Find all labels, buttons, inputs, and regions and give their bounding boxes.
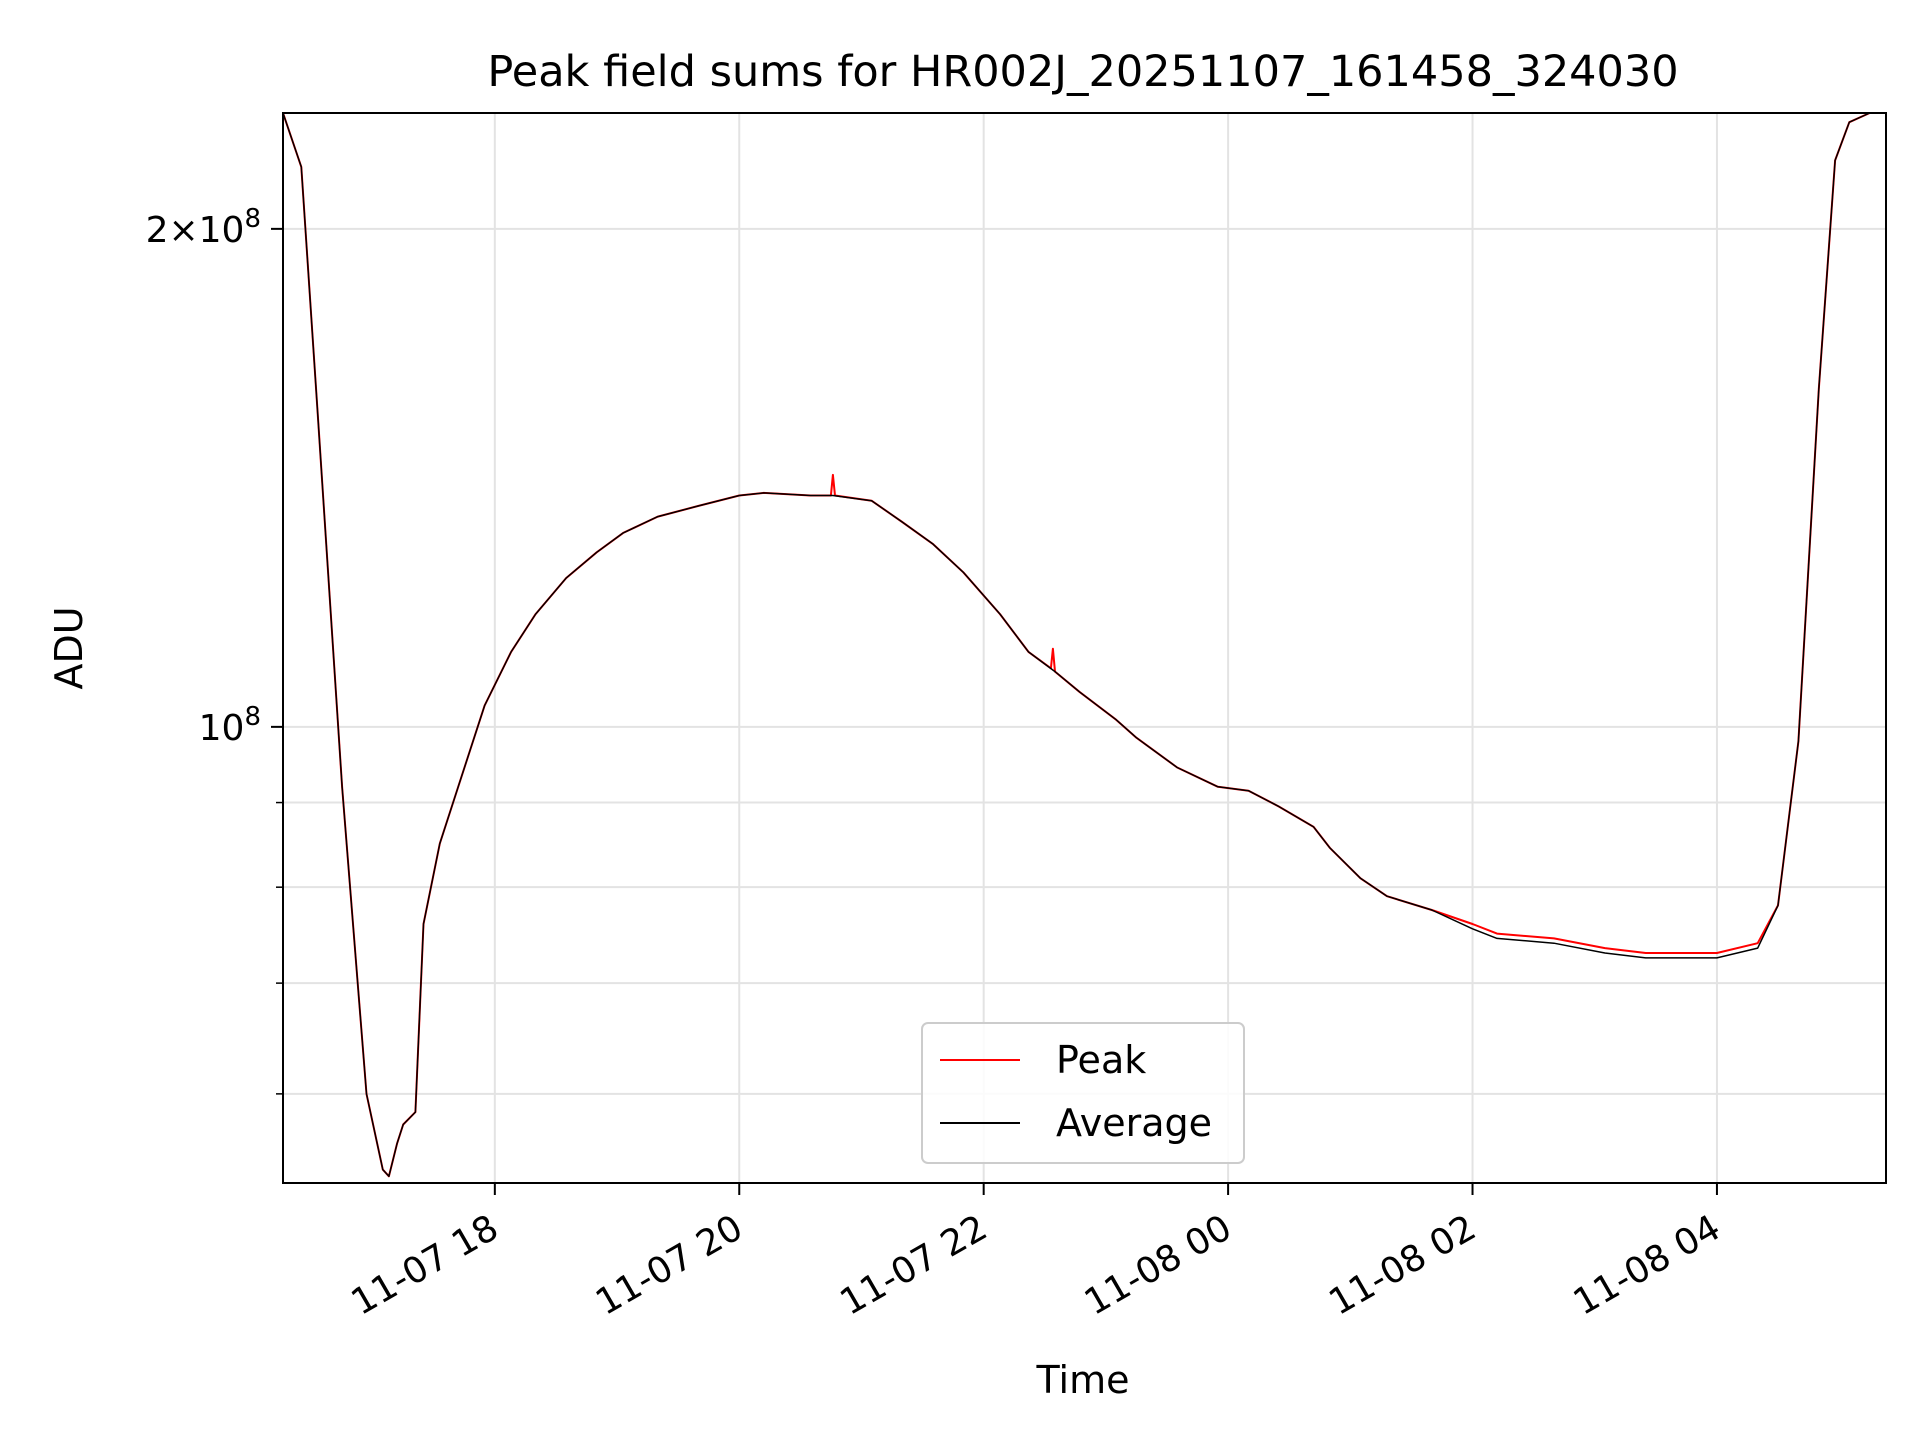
legend-label-average: Average [1056, 1101, 1212, 1145]
y-tick-label: 2×108 [146, 204, 261, 251]
series-lines [282, 112, 1886, 1178]
y-axis-ticks: 2×108 108 [146, 204, 283, 1095]
legend-box [921, 1022, 1245, 1164]
x-axis-label: Time [1036, 1358, 1130, 1402]
y-tick-label: 108 [199, 702, 261, 749]
legend-label-peak: Peak [1056, 1038, 1146, 1082]
grid-lines [283, 113, 1886, 1183]
y-axis-label: ADU [47, 606, 91, 689]
plot-area-frame [282, 112, 1887, 1184]
legend: Peak Average [921, 1022, 1245, 1164]
chart-title: Peak field sums for HR002J_20251107_1614… [487, 47, 1678, 97]
series-line-average [282, 112, 1886, 1178]
